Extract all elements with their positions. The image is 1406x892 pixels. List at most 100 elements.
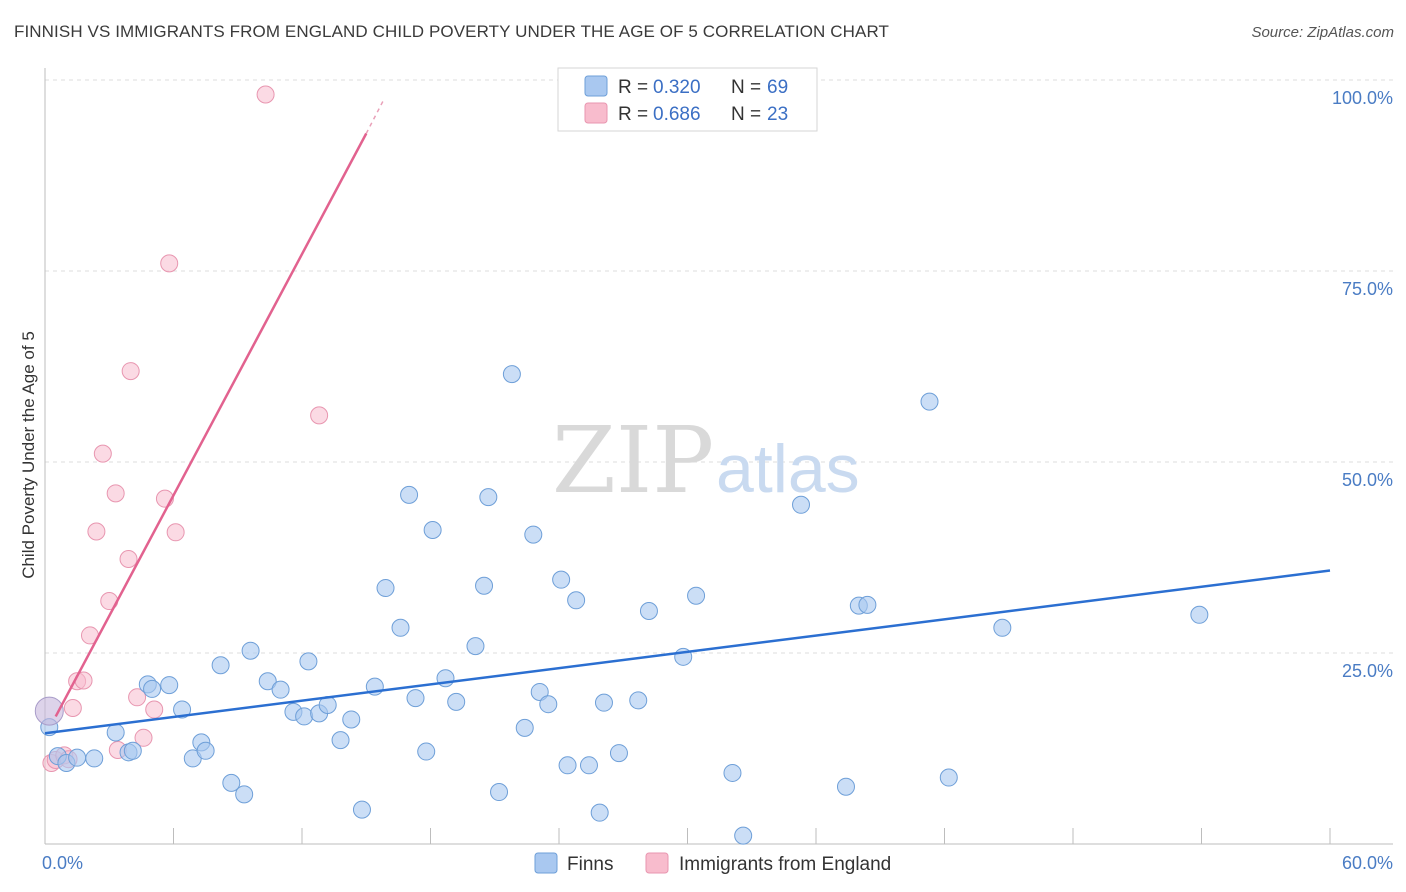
data-point-finns [524,525,543,544]
data-point-finns [211,656,230,675]
data-point-finns [734,826,753,845]
data-point-finns [1190,605,1209,624]
data-point-finns [792,495,811,514]
x-tick-label-min: 0.0% [42,853,83,873]
gridlines [45,79,1393,654]
y-tick-label: 100.0% [1332,88,1393,108]
data-point-finns [160,676,179,695]
data-point-finns [299,652,318,671]
x-tick-labels: 0.0% 60.0% [42,853,1393,873]
trend-line-england-extension [365,97,386,134]
series-finns [34,365,1209,845]
data-point-finns [629,691,648,710]
data-point-england [134,728,153,747]
legend-r-value-england: 0.686 [653,104,701,125]
data-point-finns [567,591,586,610]
legend-r-label-finns: R = [618,77,648,98]
data-point-finns [222,773,241,792]
legend-r-label-england: R = [618,104,648,125]
data-point-finns [85,749,104,768]
data-point-finns [271,680,290,699]
x-tick-label-max: 60.0% [1342,853,1393,873]
data-point-finns [123,741,142,760]
data-point-finns [687,586,706,605]
data-point-finns [609,744,628,763]
legend-n-value-england: 23 [767,104,788,125]
legend-swatch-finns [584,75,608,97]
data-point-england [256,85,275,104]
series-legend: Finns Immigrants from England [534,852,891,875]
data-point-finns [836,777,855,796]
y-tick-label: 50.0% [1342,470,1393,490]
data-point-england [121,362,140,381]
data-point-finns [406,689,425,708]
y-tick-label: 25.0% [1342,661,1393,681]
data-point-finns [241,641,260,660]
data-point-finns [376,579,395,598]
data-point-finns [993,618,1012,637]
watermark-atlas: atlas [716,431,860,507]
data-point-finns [423,520,442,539]
data-point-finns [552,570,571,589]
data-point-finns [391,618,410,637]
series-legend-swatch-england [645,852,669,874]
data-point-finns [466,637,485,656]
data-point-england [128,688,147,707]
data-point-finns [258,672,277,691]
data-point-finns [143,679,162,698]
data-point-finns [490,783,509,802]
data-point-finns [235,785,254,804]
data-point-finns [295,707,314,726]
data-point-finns [352,800,371,819]
legend-n-label-england: N = [731,104,761,125]
data-point-finns [400,485,419,504]
data-point-finns [594,693,613,712]
data-point-finns [590,803,609,822]
data-point-finns [502,365,521,384]
y-axis-label: Child Poverty Under the Age of 5 [19,331,38,579]
watermark: ZIP atlas [552,407,860,514]
trend-line-england [54,132,368,717]
data-point-finns [539,695,558,714]
data-point-finns [173,700,192,719]
watermark-zip: ZIP [552,407,714,514]
data-point-finns [331,731,350,750]
y-tick-labels: 25.0% 50.0% 75.0% 100.0% [1332,88,1393,681]
data-point-cluster [34,696,64,726]
data-point-england [310,406,329,425]
correlation-legend: R = 0.320 N = 69 R = 0.686 N = 23 [557,67,818,132]
data-point-finns [106,723,125,742]
data-point-finns [417,742,436,761]
data-point-finns [939,768,958,787]
source-label: Source: ZipAtlas.com [1251,24,1394,41]
series-legend-label-england: Immigrants from England [679,854,891,875]
data-point-finns [196,741,215,760]
data-point-finns [530,682,549,701]
series-immigrants-from-england [42,85,329,773]
series-legend-swatch-finns [534,852,558,874]
legend-swatch-england [584,102,608,124]
series-legend-label-finns: Finns [567,854,613,875]
data-point-england [87,522,106,541]
legend-r-value-finns: 0.320 [653,77,701,98]
data-point-finns [68,748,87,767]
y-tick-label: 75.0% [1342,279,1393,299]
data-point-finns [558,756,577,775]
data-point-finns [639,601,658,620]
legend-n-value-finns: 69 [767,77,788,98]
legend-n-label-finns: N = [731,77,761,98]
data-point-england [119,550,138,569]
data-point-finns [479,488,498,507]
data-point-finns [723,763,742,782]
data-point-finns [342,710,361,729]
data-point-england [106,484,125,503]
data-point-finns [447,692,466,711]
data-point-england [166,523,185,542]
data-point-finns [579,756,598,775]
data-point-finns [858,595,877,614]
data-point-england [63,699,82,718]
trend-line-finns [44,569,1331,735]
data-point-finns [920,392,939,411]
trend-lines [44,97,1331,735]
